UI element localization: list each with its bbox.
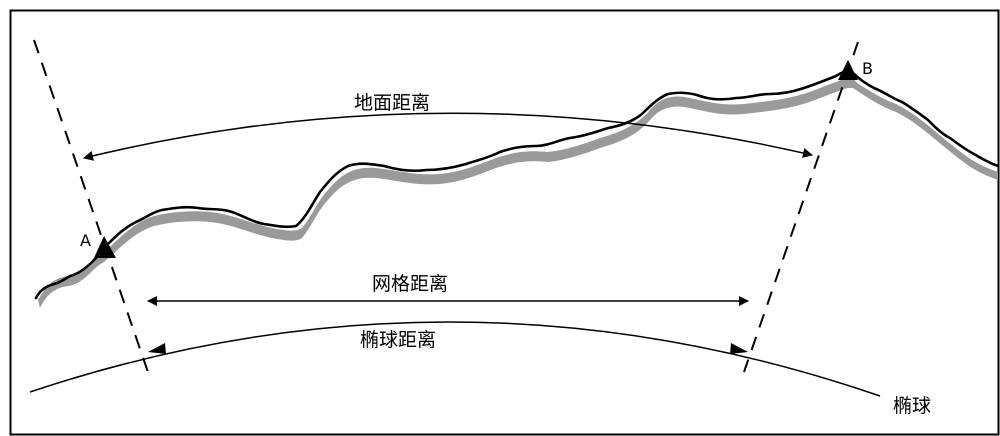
terrain-shadow (38, 77, 998, 308)
ground-distance-arrow (83, 112, 813, 161)
dashed-line-a (33, 39, 151, 379)
ellipsoid-distance-arrowhead-left (148, 343, 166, 354)
terrain-line (34, 69, 1000, 300)
ellipsoid-distance-label: 椭球距离 (360, 329, 436, 351)
point-a-label: A (80, 231, 91, 250)
grid-distance-label: 网格距离 (372, 273, 448, 295)
dashed-line-b (743, 41, 859, 373)
point-b-marker (838, 60, 858, 80)
ellipsoid-label: 椭球 (893, 395, 931, 417)
ground-distance-label: 地面距离 (354, 92, 430, 114)
ellipsoid-distance-arrowhead-right (730, 343, 748, 354)
ellipsoid-curve (29, 321, 881, 397)
point-a-marker (94, 236, 116, 258)
point-b-label: B (862, 59, 873, 78)
diagram-border (9, 9, 1000, 436)
